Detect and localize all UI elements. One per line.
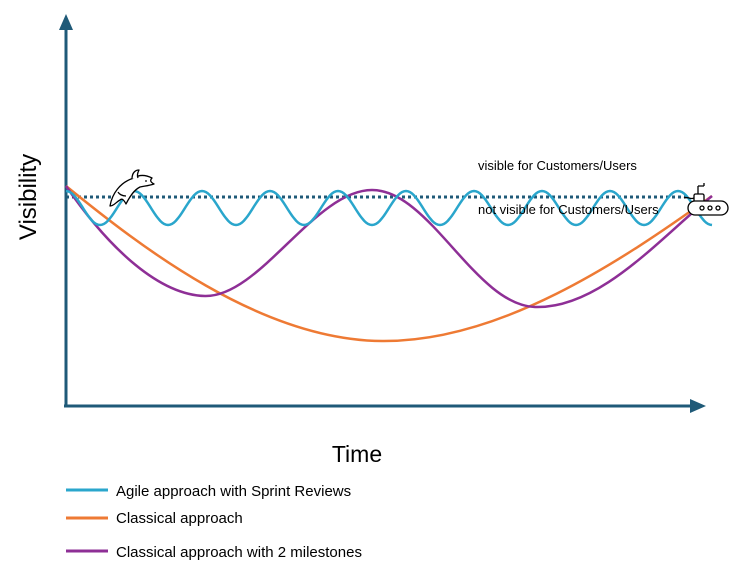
x-axis-arrow	[690, 399, 706, 413]
x-axis-label: Time	[332, 441, 382, 467]
svg-text:Classical approach: Classical approach	[116, 510, 243, 527]
submarine-icon	[683, 183, 729, 216]
svg-text:Classical approach with 2 mile: Classical approach with 2 milestones	[116, 544, 362, 561]
visible-label: visible for Customers/Users	[478, 158, 637, 173]
y-axis-label: Visibility	[15, 154, 42, 240]
classical-milestones-curve	[64, 185, 713, 309]
classical-approach-curve	[65, 185, 713, 343]
legend-item-classical: Classical approach	[66, 510, 243, 527]
dolphin-icon	[109, 169, 155, 207]
legend-item-agile: Agile approach with Sprint Reviews	[66, 483, 351, 500]
y-axis-arrow	[59, 14, 73, 30]
svg-text:Agile approach with Sprint Rev: Agile approach with Sprint Reviews	[116, 483, 351, 500]
not-visible-label: not visible for Customers/Users	[478, 202, 659, 217]
agile-approach-curve	[65, 189, 713, 227]
legend-item-classical-milestones: Classical approach with 2 milestones	[66, 544, 362, 561]
legend: Agile approach with Sprint Reviews Class…	[66, 483, 362, 561]
